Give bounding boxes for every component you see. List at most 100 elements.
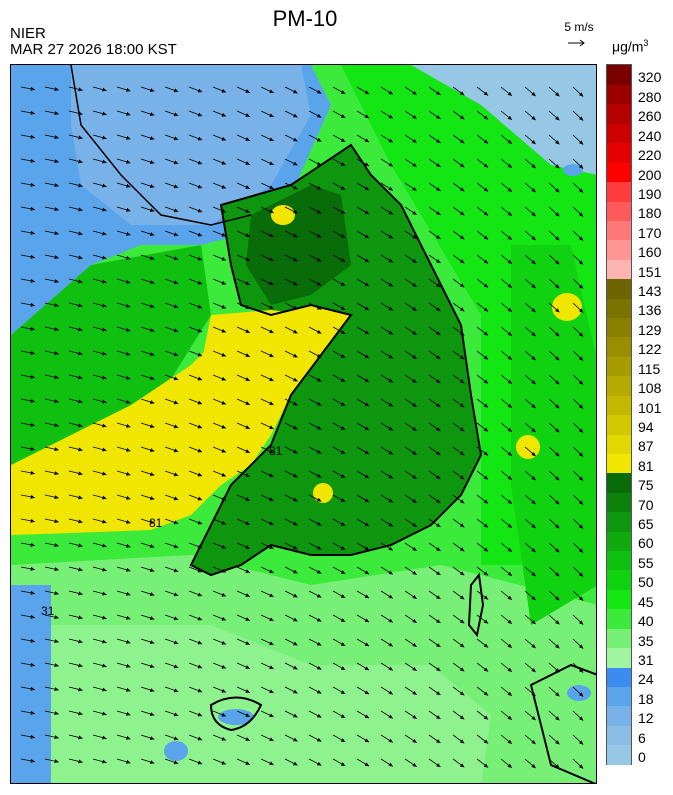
wind-arrow-head (78, 375, 83, 380)
wind-arrow-head (507, 595, 512, 600)
wind-arrow-head (388, 258, 393, 263)
wind-arrow-head (340, 426, 346, 430)
pm10-map[interactable]: 81 81 31 (10, 64, 597, 784)
wind-arrow-head (126, 543, 131, 548)
legend-tick-label: 101 (638, 399, 662, 416)
wind-arrow-head (459, 763, 465, 768)
hotspot-east-sea-north (552, 293, 582, 321)
legend-swatch (607, 414, 631, 435)
wind-arrow-head (221, 544, 226, 549)
legend-tick-label: 50 (638, 574, 654, 591)
wind-arrow-head (245, 233, 250, 237)
legend-tick-label: 40 (638, 613, 654, 630)
wind-arrow-head (269, 185, 274, 190)
wind-arrow-head (531, 643, 536, 649)
wind-arrow-head (436, 355, 441, 359)
wind-arrow-head (388, 186, 393, 191)
wind-arrow-head (412, 138, 417, 143)
wind-arrow-head (197, 136, 203, 141)
wind-arrow-head (245, 617, 250, 621)
wind-arrow-head (459, 187, 465, 192)
wind-arrow-head (102, 543, 107, 548)
wind-arrow-head (531, 715, 536, 721)
wind-arrow-head (388, 306, 393, 311)
wind-arrow-head (364, 258, 370, 263)
wind-arrow-head (483, 571, 489, 576)
wind-arrow-head (78, 471, 83, 476)
wind-arrow-head (149, 352, 155, 356)
wind-arrow-head (507, 499, 512, 504)
wind-arrow-head (340, 522, 346, 526)
wind-arrow-head (221, 280, 226, 285)
wind-arrow-head (412, 594, 417, 599)
wind-arrow-head (293, 665, 298, 670)
wind-arrow-head (30, 350, 35, 355)
wind-arrow-head (245, 689, 250, 693)
wind-arrow-head (364, 138, 370, 143)
wind-arrow-head (269, 257, 274, 262)
wind-arrow-head (269, 449, 274, 454)
wind-arrow-head (54, 231, 59, 236)
wind-arrow-head (78, 447, 83, 452)
wind-arrow-head (316, 665, 322, 670)
wind-arrow-head (316, 449, 322, 454)
wind-arrow-head (197, 712, 203, 717)
wind-arrow-head (316, 401, 322, 406)
west-sea-region (11, 245, 211, 465)
wind-arrow-head (30, 86, 35, 91)
wind-arrow-head (78, 567, 83, 572)
wind-arrow-head (436, 523, 441, 527)
wind-arrow-head (173, 232, 179, 237)
wind-arrow-head (531, 763, 536, 769)
wind-arrow-head (436, 403, 441, 407)
wind-arrow-head (54, 615, 59, 620)
wind-arrow-head (412, 474, 417, 479)
legend-tick-label: 280 (638, 88, 662, 105)
wind-arrow-head (483, 667, 489, 672)
wind-arrow-head (102, 183, 107, 188)
wind-arrow-head (316, 209, 322, 214)
wind-arrow-head (578, 596, 584, 601)
wind-arrow-head (269, 641, 274, 646)
wind-arrow-head (173, 448, 179, 453)
wind-arrow-head (293, 305, 298, 310)
wind-arrow-head (30, 134, 35, 139)
wind-arrow-head (30, 518, 35, 523)
wind-arrow-head (173, 520, 179, 525)
wind-arrow-head (245, 497, 250, 501)
wind-arrow-head (412, 642, 417, 647)
wind-arrow-head (412, 690, 417, 695)
wind-arrow-head (149, 760, 155, 764)
wind-arrow-head (149, 184, 155, 188)
wind-arrow-head (578, 212, 584, 217)
wind-arrow-head (531, 187, 536, 193)
wind-arrow-head (364, 330, 370, 335)
wind-arrow-head (245, 377, 250, 381)
wind-arrow-head (78, 183, 83, 188)
wind-arrow-head (293, 617, 298, 622)
wind-arrow-head (245, 353, 250, 357)
wind-arrow-head (483, 595, 489, 600)
wind-arrow-head (412, 378, 417, 383)
legend-tick-label: 0 (638, 749, 646, 765)
wind-arrow-head (126, 303, 131, 308)
wind-arrow-head (30, 590, 35, 595)
wind-arrow-head (149, 712, 155, 716)
wind-arrow-head (293, 545, 298, 550)
wind-arrow-head (483, 691, 489, 696)
wind-arrow-head (507, 523, 512, 528)
wind-arrow-head (269, 161, 274, 166)
wind-arrow-head (78, 231, 83, 236)
coastline (189, 143, 483, 577)
wind-arrow-head (269, 497, 274, 502)
legend-swatch (607, 220, 631, 241)
wind-arrow-head (54, 159, 59, 164)
wind-arrow-head (30, 686, 35, 691)
wind-arrow-head (269, 737, 274, 742)
wind-arrow-head (459, 355, 465, 360)
wind-arrow-head (102, 759, 107, 764)
wind-arrow-head (30, 230, 35, 235)
wind-arrow-head (78, 687, 83, 692)
wind-arrow-head (245, 401, 250, 405)
wind-arrow-head (364, 762, 370, 767)
